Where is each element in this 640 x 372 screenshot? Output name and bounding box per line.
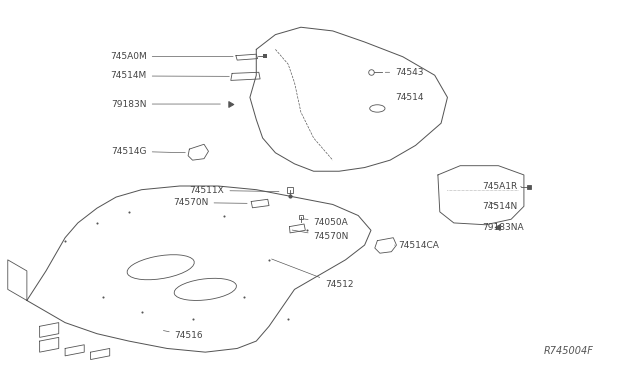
Text: 74514: 74514 [395, 93, 424, 102]
Text: 745A1R: 745A1R [483, 182, 522, 191]
Text: 74570N: 74570N [292, 230, 349, 241]
Text: 74514M: 74514M [111, 71, 229, 80]
Text: 74516: 74516 [163, 331, 204, 340]
Text: 74512: 74512 [271, 259, 353, 289]
Text: 74514G: 74514G [111, 147, 186, 156]
Text: 745A0M: 745A0M [110, 52, 233, 61]
Text: 74511X: 74511X [189, 186, 279, 195]
Text: 74514N: 74514N [483, 202, 518, 211]
Text: 74050A: 74050A [303, 218, 348, 227]
Text: 74543: 74543 [385, 68, 424, 77]
Text: R745004F: R745004F [544, 346, 594, 356]
Text: 79183N: 79183N [111, 100, 220, 109]
Text: 79183NA: 79183NA [483, 223, 524, 232]
Text: 74570N: 74570N [173, 198, 247, 207]
Text: 74514CA: 74514CA [394, 241, 438, 250]
